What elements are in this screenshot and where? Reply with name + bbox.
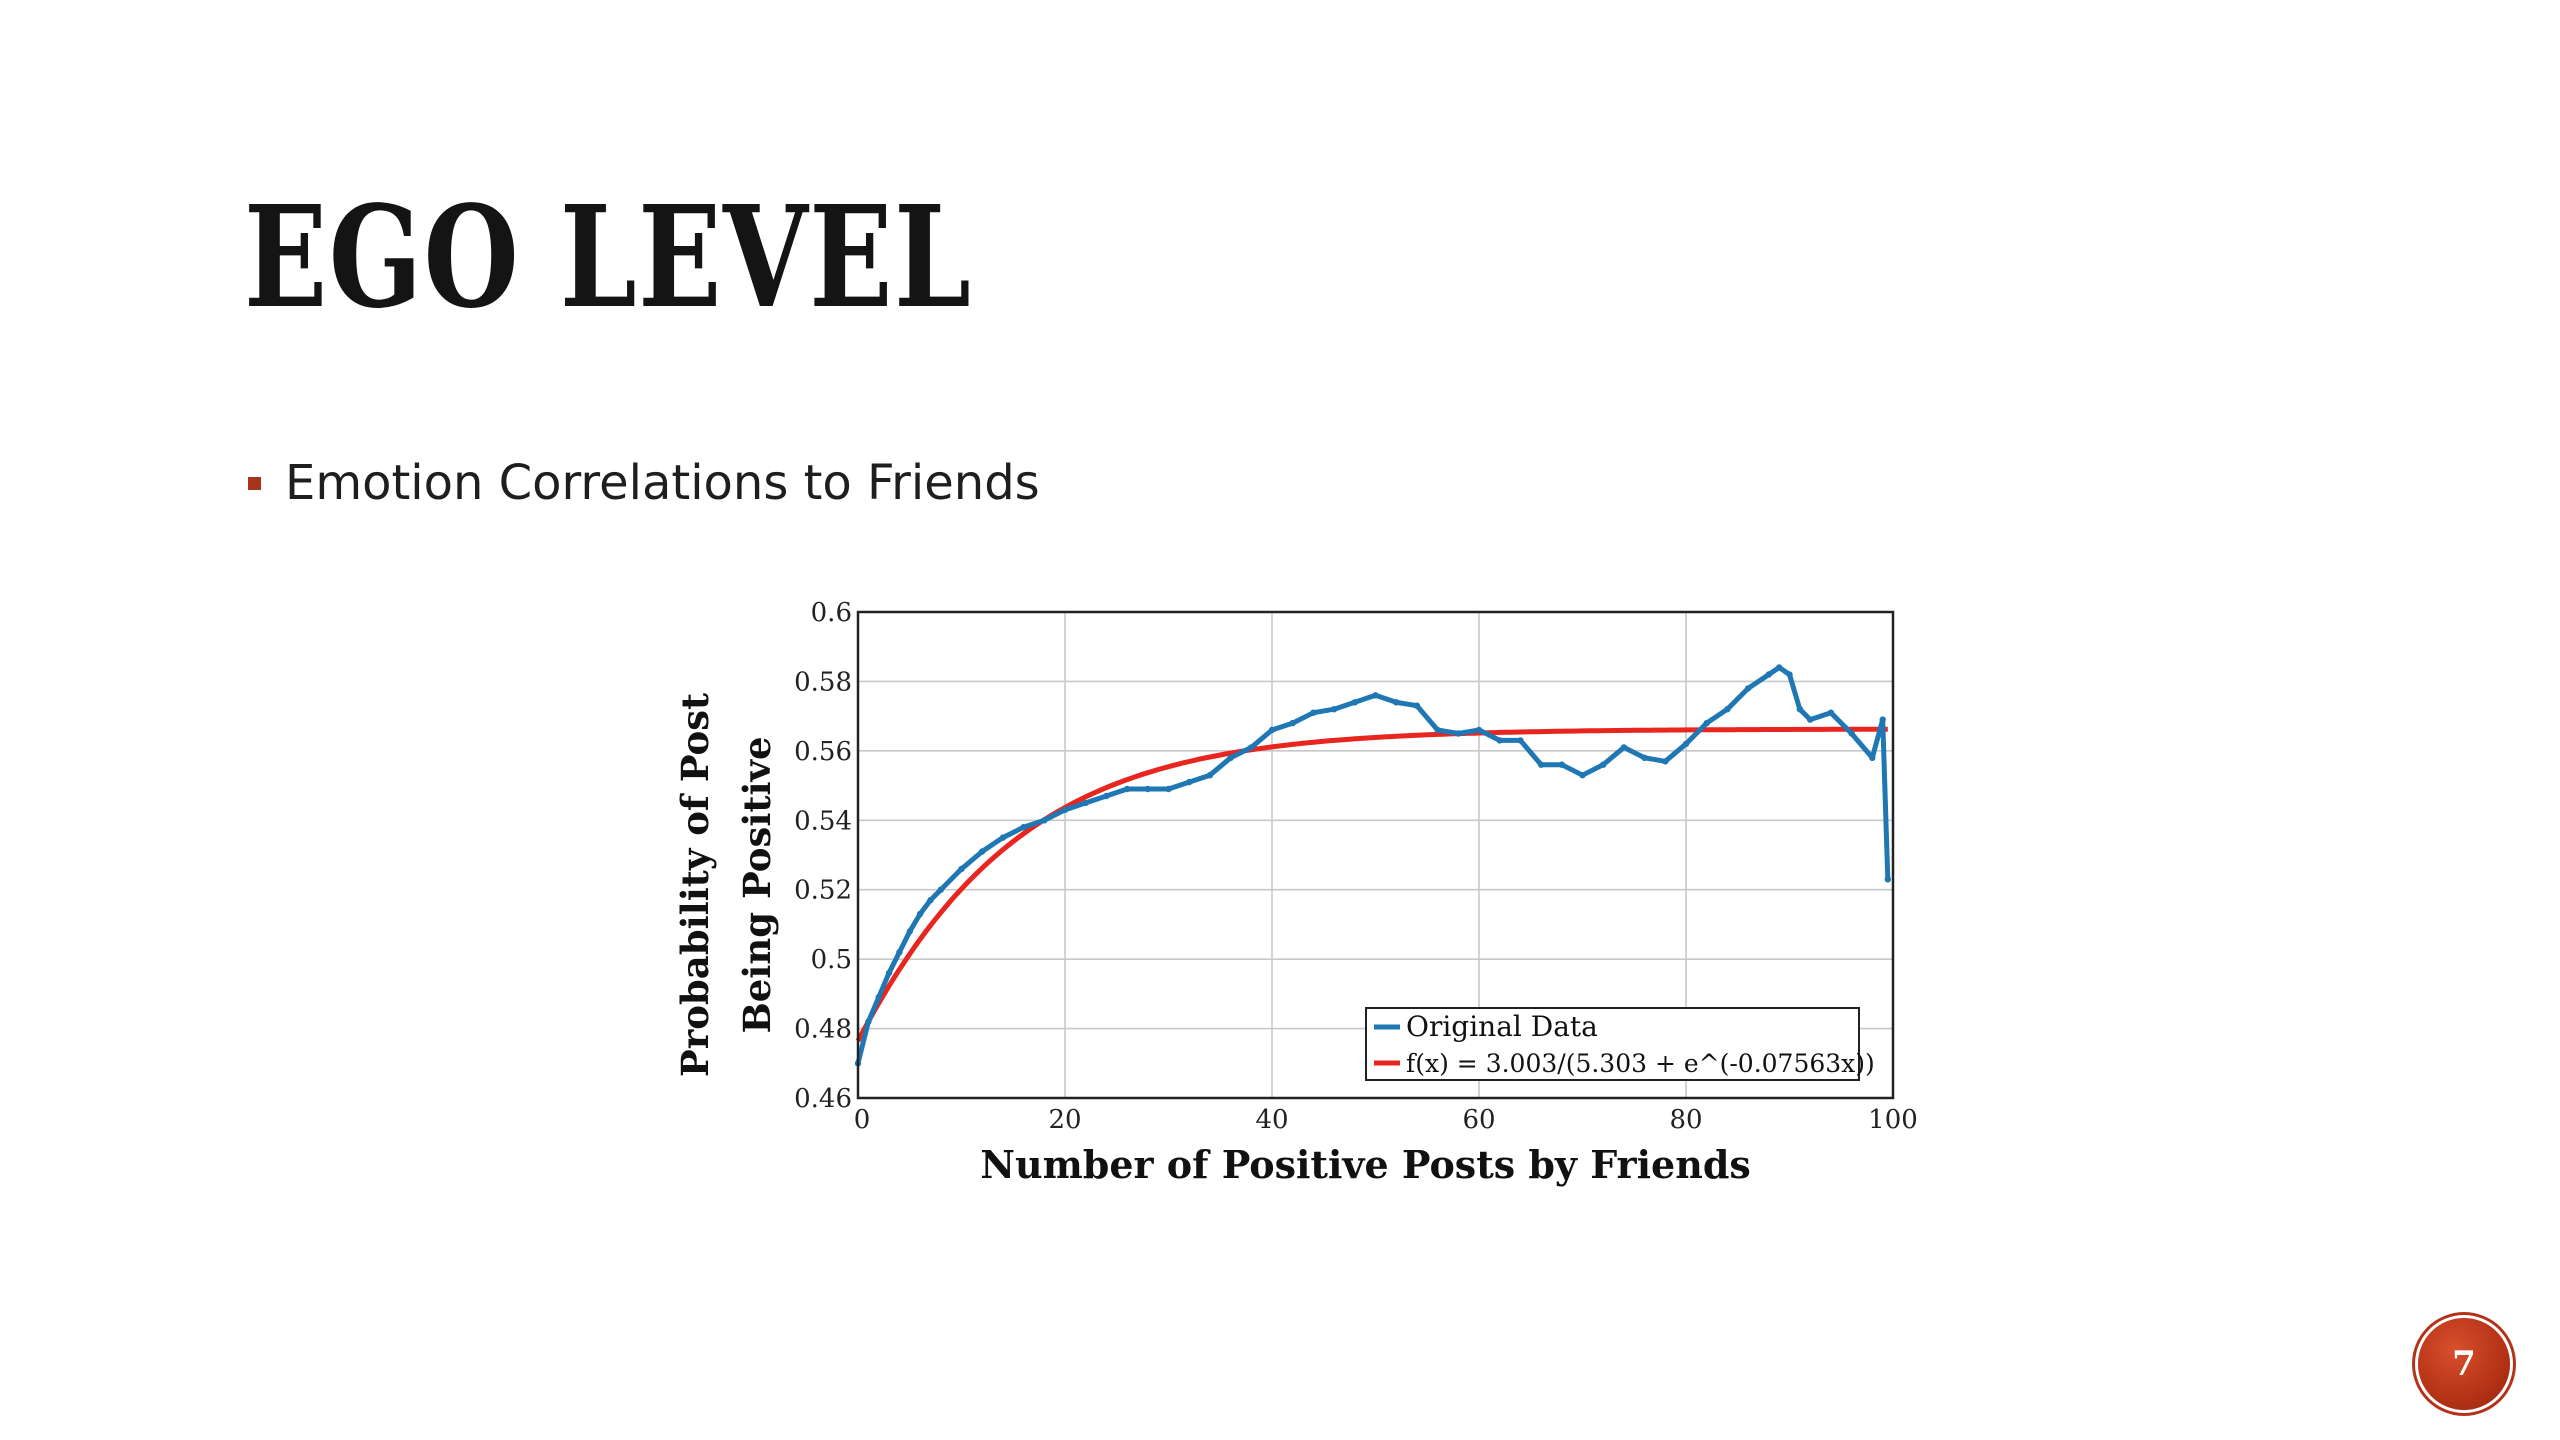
y-tick-label: 0.6 [811, 598, 852, 628]
data-point [1786, 671, 1793, 678]
data-point [999, 834, 1007, 841]
data-point [1620, 744, 1628, 751]
bullet-square-icon [248, 476, 261, 490]
data-point [1289, 719, 1296, 727]
data-point [1796, 706, 1804, 713]
data-point [1144, 785, 1152, 793]
bullet-text: Emotion Correlations to Friends [285, 455, 1040, 511]
series-line-original-data [855, 665, 1891, 1064]
y-tick-label: 0.46 [794, 1084, 852, 1114]
data-point [1393, 699, 1400, 706]
y-tick-label: 0.48 [794, 1015, 852, 1045]
data-point [1765, 671, 1773, 678]
data-point [1123, 785, 1131, 793]
data-point [1662, 758, 1669, 765]
y-tick-label: 0.52 [794, 876, 852, 906]
data-point [1372, 692, 1379, 699]
y-tick-label: 0.5 [811, 945, 852, 975]
slide-title: EGO LEVEL [244, 176, 973, 340]
data-point [1600, 761, 1607, 768]
data-point [1020, 824, 1027, 831]
x-tick-label: 0 [854, 1105, 871, 1135]
data-point [927, 896, 934, 904]
y-axis-label-line2: Being Positive [735, 736, 779, 1033]
x-tick-label: 100 [1868, 1105, 1918, 1135]
x-tick-label: 80 [1669, 1105, 1702, 1135]
data-point [1807, 716, 1814, 723]
data-point [1165, 785, 1172, 793]
data-point [1537, 761, 1545, 768]
data-point [1434, 726, 1441, 734]
x-tick-label: 40 [1255, 1105, 1288, 1135]
data-point [1206, 772, 1214, 779]
data-point [1579, 772, 1586, 779]
data-point [1061, 806, 1069, 814]
data-point [1724, 706, 1731, 713]
data-point [1082, 799, 1089, 807]
page-number: 7 [2452, 1344, 2476, 1384]
data-point [1330, 706, 1338, 713]
data-point [1310, 709, 1317, 716]
x-axis-label: Number of Positive Posts by Friends [980, 1142, 1751, 1187]
data-point [979, 848, 986, 855]
data-point [906, 928, 913, 935]
data-point [1413, 702, 1421, 709]
data-point [1227, 754, 1234, 761]
legend-label-original-data: Original Data [1406, 1010, 1598, 1043]
data-point [1884, 876, 1892, 883]
chart-legend: Original Data f(x) = 3.003/(5.303 + e^(-… [1365, 1007, 1875, 1081]
data-point [1248, 744, 1255, 751]
data-point [1455, 730, 1462, 737]
legend-label-fit-curve: f(x) = 3.003/(5.303 + e^(-0.07563x)) [1406, 1049, 1875, 1078]
data-point [875, 994, 882, 1001]
data-point [1744, 685, 1752, 692]
data-point [1351, 699, 1359, 706]
y-tick-label: 0.56 [794, 737, 852, 767]
data-point [1268, 726, 1276, 734]
data-point [1103, 792, 1110, 800]
data-point [1776, 664, 1783, 671]
data-point [1041, 817, 1048, 824]
chart-series-layer [854, 664, 1892, 1067]
data-point [1641, 754, 1648, 761]
data-point [1186, 778, 1193, 786]
data-point [1496, 737, 1503, 744]
data-point [885, 969, 893, 977]
page-number-badge: 7 [2418, 1318, 2510, 1410]
y-axis-label: Probability of Post Being Positive [673, 693, 779, 1077]
data-point [916, 910, 924, 918]
plot-frame [856, 610, 1895, 1100]
data-point [937, 886, 944, 893]
data-point [896, 949, 903, 956]
y-axis-label-line1: Probability of Post [673, 693, 717, 1077]
data-point [865, 1018, 872, 1025]
data-point [1517, 737, 1524, 744]
y-tick-label: 0.54 [794, 806, 852, 836]
series-line-fit-curve [855, 726, 1888, 1043]
data-point [1682, 740, 1690, 748]
axis-ticks: 0 20 40 60 80 100 0.46 0.48 0.5 0.52 0.54 0.56 0.58 0… [794, 598, 1918, 1135]
data-point [1879, 716, 1886, 723]
data-point [1558, 761, 1566, 768]
data-point [1827, 709, 1835, 716]
x-tick-label: 60 [1462, 1105, 1495, 1135]
data-point [1848, 730, 1855, 737]
x-tick-label: 20 [1048, 1105, 1081, 1135]
data-point [1869, 754, 1876, 761]
y-tick-label: 0.58 [794, 667, 852, 697]
data-point [958, 865, 965, 873]
bullet-item: Emotion Correlations to Friends [248, 455, 1040, 511]
data-point [1475, 726, 1483, 734]
data-point [1703, 719, 1710, 727]
legend-box [1365, 1007, 1860, 1081]
